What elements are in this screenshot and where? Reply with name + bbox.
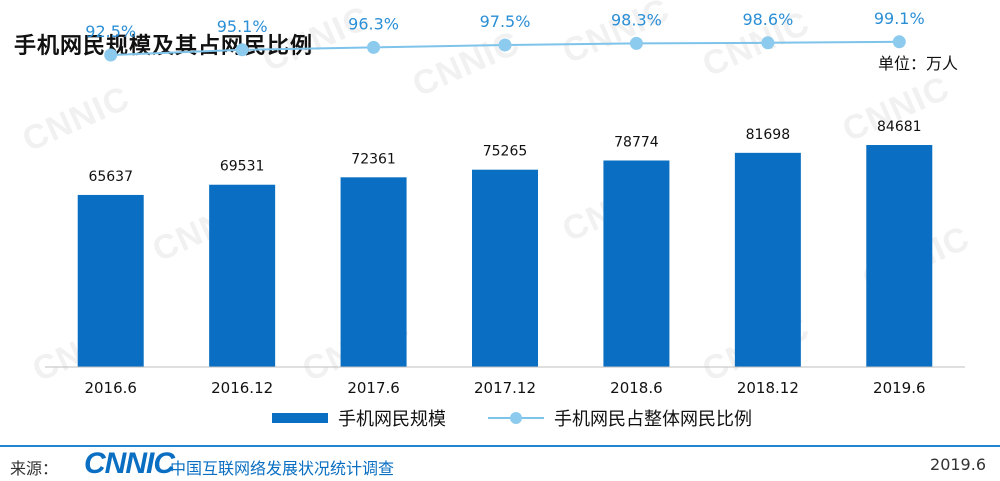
x-tick-label: 2019.6 [873,379,926,397]
labels-layer: 65637 2016.6 69531 2016.12 72361 2017.6 75265 2… [84,9,925,397]
bar [603,160,670,367]
x-tick-label: 2018.12 [737,379,799,397]
bar [340,177,407,367]
bars-layer [77,145,933,367]
footer-source-prefix: 来源： [10,459,59,478]
bar-value-label: 72361 [351,151,396,167]
bar [77,194,144,367]
ratio-value-label: 95.1% [217,17,268,36]
chart: 65637 2016.6 69531 2016.12 72361 2017.6 75265 2… [45,9,965,397]
ratio-point [104,48,118,62]
ratio-point [761,36,775,50]
legend-bar-label: 手机网民规模 [338,409,446,430]
ratio-value-label: 98.6% [742,10,793,29]
ratio-point [498,38,512,52]
x-tick-label: 2016.6 [84,379,137,397]
ratio-value-label: 98.3% [611,10,662,29]
footer-date: 2019.6 [930,455,986,474]
x-tick-label: 2017.12 [474,379,536,397]
bar-value-label: 84681 [877,119,922,135]
bar [472,169,538,367]
bar-value-label: 81698 [746,127,791,143]
bar-value-label: 78774 [614,134,659,150]
legend-bar-swatch [272,413,328,423]
legend-line-label: 手机网民占整体网民比例 [554,409,752,430]
footer-source-org: 中国互联网络发展状况统计调查 [170,459,395,478]
ratio-point [629,36,643,50]
cnnic-logo: CNNIC [84,447,175,480]
footer-divider [0,445,1000,447]
legend-line-swatch [488,412,544,424]
legend-item-bar: 手机网民规模 [272,405,446,431]
x-tick-label: 2016.12 [211,379,273,397]
x-tick-label: 2017.6 [347,379,400,397]
line-layer [104,35,906,62]
bar [734,152,801,367]
bar-value-label: 65637 [88,169,133,185]
ratio-point [367,40,381,54]
ratio-point [892,35,906,49]
x-tick-label: 2018.6 [610,379,663,397]
ratio-value-label: 97.5% [480,12,531,31]
chart-title: 手机网民规模及其占网民比例 [14,33,314,59]
bar-value-label: 75265 [483,144,528,160]
bar-value-label: 69531 [220,159,265,175]
ratio-value-label: 99.1% [874,9,925,28]
ratio-value-label: 96.3% [348,14,399,33]
bar [866,145,933,367]
unit-label: 单位：万人 [877,54,958,73]
ratio-value-label: 92.5% [85,22,136,41]
ratio-point [235,43,249,57]
legend-item-line: 手机网民占整体网民比例 [488,405,752,431]
bar [209,184,276,367]
